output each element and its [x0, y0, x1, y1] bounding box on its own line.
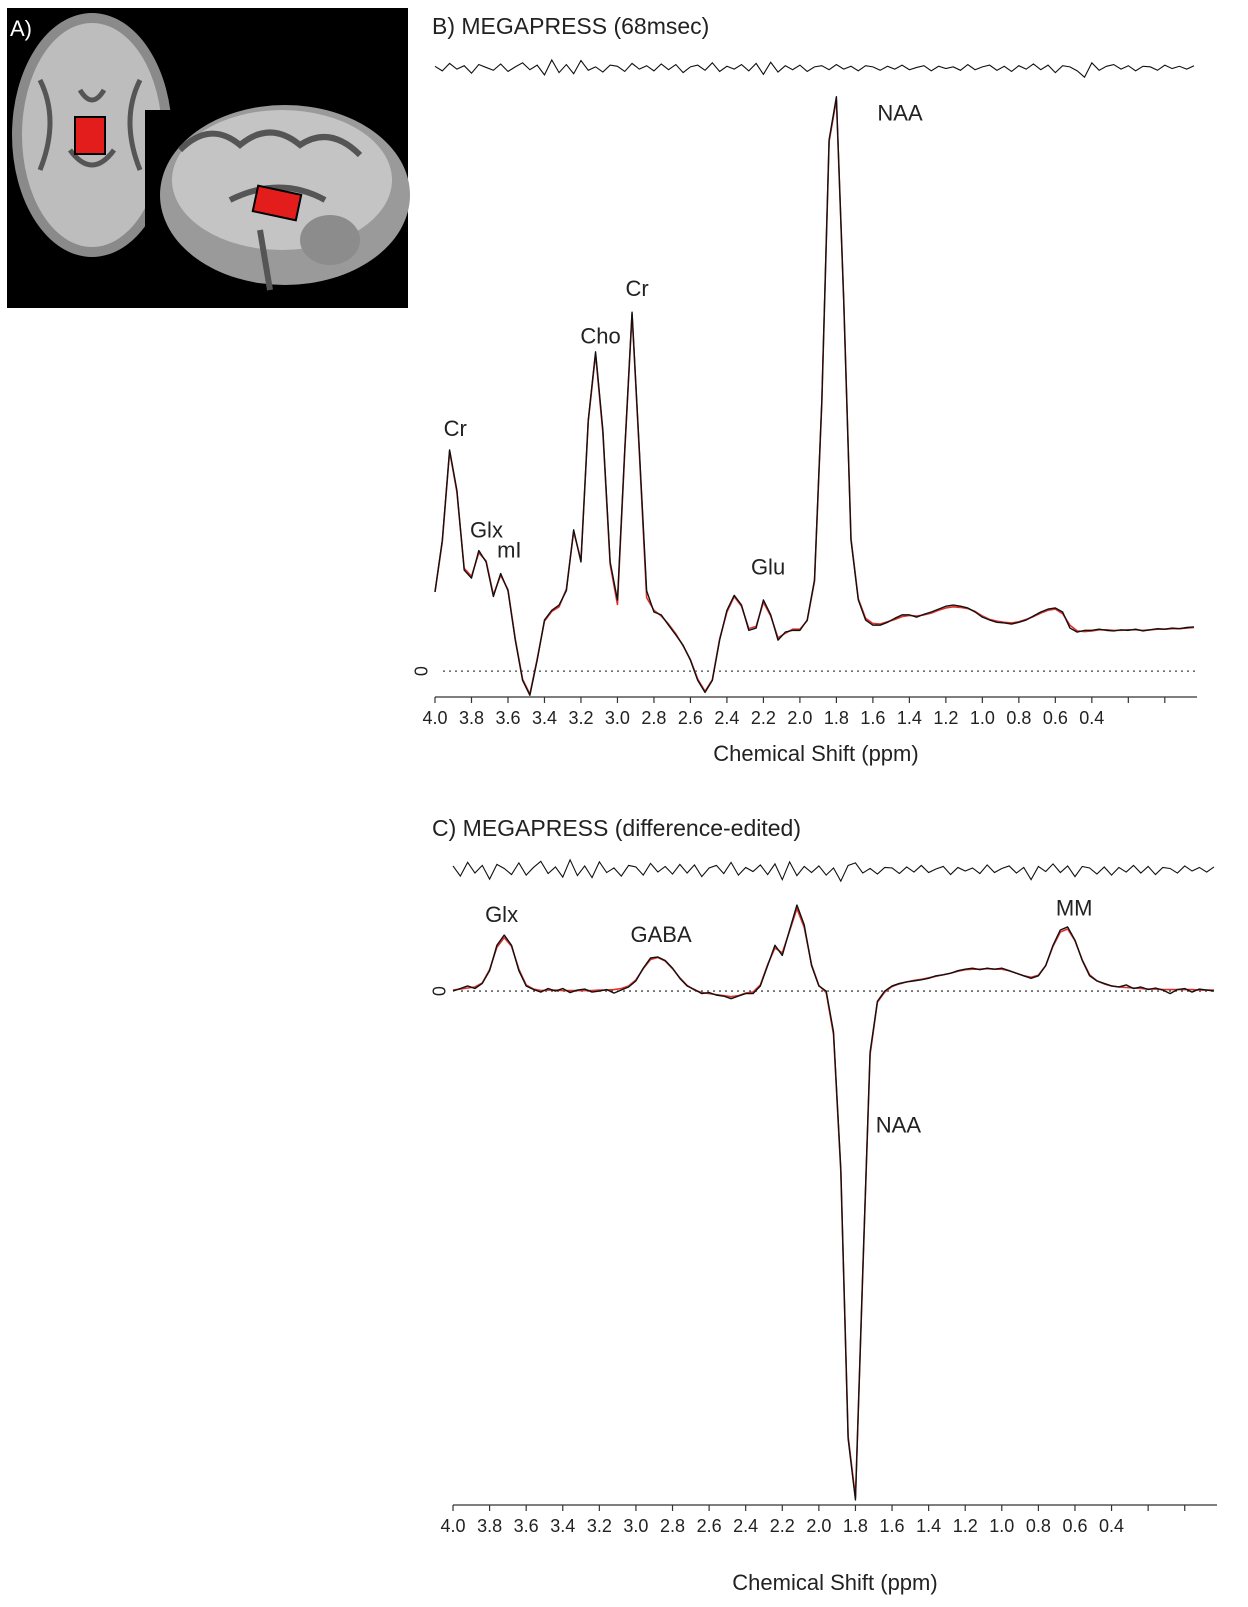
x-tick-label: 1.8: [824, 708, 849, 728]
chart-title: C) MEGAPRESS (difference-edited): [432, 815, 801, 841]
peak-label: Cr: [444, 416, 467, 441]
spectrum-line: [434, 96, 1195, 696]
x-tick-label: 3.8: [459, 708, 484, 728]
x-tick-label: 3.0: [605, 708, 630, 728]
panel-label: A): [10, 16, 32, 41]
x-tick-label: 2.4: [714, 708, 739, 728]
x-tick-label: 2.8: [641, 708, 666, 728]
x-tick-label: 0.4: [1099, 1516, 1124, 1536]
x-tick-label: 2.0: [787, 708, 812, 728]
peak-label: Glx: [485, 902, 518, 927]
peak-label: NAA: [877, 101, 923, 126]
x-tick-label: 1.4: [916, 1516, 941, 1536]
x-tick-label: 0.8: [1006, 708, 1031, 728]
x-tick-label: 3.6: [514, 1516, 539, 1536]
x-tick-label: 3.4: [550, 1516, 575, 1536]
spectrum-line: [434, 98, 1195, 695]
spectrum-line: [452, 904, 1215, 1501]
x-tick-label: 0.8: [1026, 1516, 1051, 1536]
chart-title: B) MEGAPRESS (68msec): [432, 13, 709, 39]
sagittal-sulci: [177, 129, 363, 291]
x-tick-label: 1.6: [880, 1516, 905, 1536]
peak-label: NAA: [876, 1113, 922, 1138]
y-tick-label: 0: [412, 666, 432, 676]
x-tick-label: 3.0: [623, 1516, 648, 1536]
x-axis-label: Chemical Shift (ppm): [732, 1570, 937, 1595]
residual-line: [434, 58, 1195, 79]
sagittal-voxel: [251, 184, 303, 222]
peak-label: Glu: [751, 555, 785, 580]
peak-label: Cr: [625, 276, 648, 301]
x-tick-label: 2.6: [697, 1516, 722, 1536]
peak-label: GABA: [630, 922, 691, 947]
x-tick-label: 3.2: [568, 708, 593, 728]
cerebellum: [300, 215, 360, 265]
panel-a: A): [7, 8, 410, 308]
x-tick-label: 2.6: [678, 708, 703, 728]
y-tick-label: 0: [430, 986, 450, 996]
x-tick-label: 1.4: [897, 708, 922, 728]
x-tick-label: 2.4: [733, 1516, 758, 1536]
x-tick-label: 1.2: [933, 708, 958, 728]
x-tick-label: 2.0: [806, 1516, 831, 1536]
x-tick-label: 1.0: [989, 1516, 1014, 1536]
x-tick-label: 3.8: [477, 1516, 502, 1536]
x-tick-label: 1.6: [860, 708, 885, 728]
x-tick-label: 4.0: [440, 1516, 465, 1536]
sagittal-brain-tissue: [172, 110, 392, 250]
residual-line: [452, 858, 1215, 883]
x-tick-label: 1.0: [970, 708, 995, 728]
x-tick-label: 4.0: [422, 708, 447, 728]
peak-label: Cho: [580, 324, 620, 349]
x-tick-label: 0.4: [1079, 708, 1104, 728]
x-tick-label: 1.2: [953, 1516, 978, 1536]
x-tick-label: 2.8: [660, 1516, 685, 1536]
x-tick-label: 0.6: [1043, 708, 1068, 728]
x-tick-label: 2.2: [770, 1516, 795, 1536]
axial-voxel: [74, 116, 106, 155]
x-tick-label: 1.8: [843, 1516, 868, 1536]
peak-label: MM: [1056, 896, 1093, 921]
x-tick-label: 3.6: [495, 708, 520, 728]
spectrum-line: [452, 907, 1214, 1499]
x-tick-label: 3.4: [532, 708, 557, 728]
peak-label: Glx: [470, 517, 503, 542]
axial-sulci: [37, 78, 143, 171]
x-axis-label: Chemical Shift (ppm): [713, 741, 918, 766]
x-tick-label: 2.2: [751, 708, 776, 728]
peak-label: mI: [497, 537, 521, 562]
x-tick-label: 0.6: [1062, 1516, 1087, 1536]
x-tick-label: 3.2: [587, 1516, 612, 1536]
